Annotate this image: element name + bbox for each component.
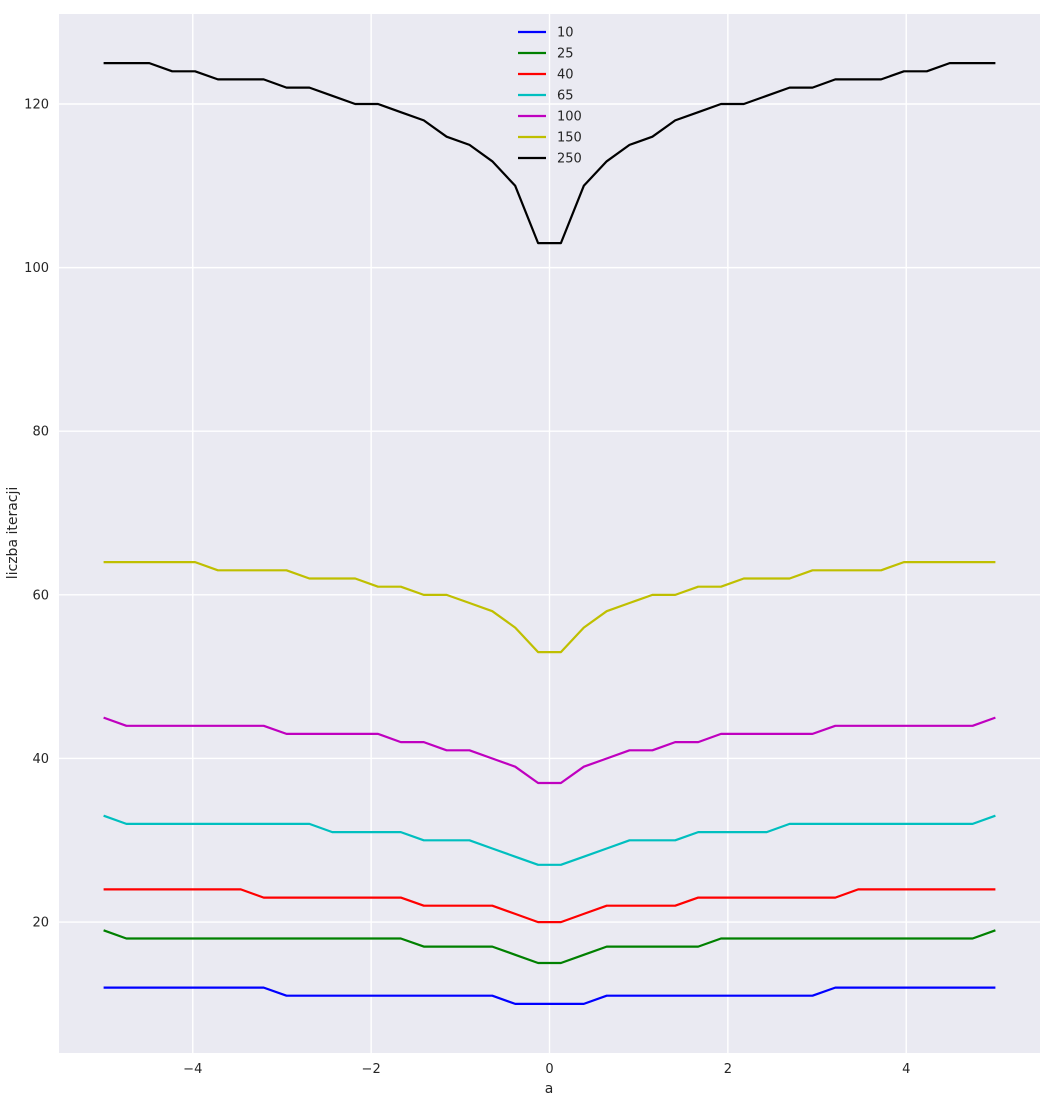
legend-label: 25 bbox=[557, 47, 574, 62]
y-tick-label: 100 bbox=[24, 261, 49, 276]
legend-label: 150 bbox=[557, 131, 582, 146]
series-line-25 bbox=[103, 929, 996, 965]
grid bbox=[59, 14, 1040, 1053]
y-tick-label: 120 bbox=[24, 97, 49, 112]
x-tick-label: −4 bbox=[183, 1062, 202, 1077]
legend-label: 40 bbox=[557, 68, 574, 83]
series-line-100 bbox=[103, 716, 996, 785]
y-axis-label: liczba iteracji bbox=[5, 487, 21, 580]
series-line-65 bbox=[103, 814, 996, 866]
x-axis-label: a bbox=[545, 1081, 554, 1097]
series-line-40 bbox=[103, 888, 996, 924]
legend-label: 65 bbox=[557, 89, 574, 104]
series-line-150 bbox=[103, 560, 996, 654]
y-tick-label: 60 bbox=[32, 588, 49, 603]
x-tick-label: 0 bbox=[545, 1062, 553, 1077]
x-tick-label: 4 bbox=[902, 1062, 910, 1077]
series-line-10 bbox=[103, 986, 996, 1006]
series-lines bbox=[103, 61, 996, 1006]
y-tick-label: 20 bbox=[32, 916, 49, 931]
x-tick-label: 2 bbox=[724, 1062, 732, 1077]
y-tick-label: 80 bbox=[32, 425, 49, 440]
legend-label: 10 bbox=[557, 26, 574, 41]
legend-label: 100 bbox=[557, 110, 582, 125]
legend-label: 250 bbox=[557, 152, 582, 167]
y-tick-labels: 20 40 60 80 100 120 bbox=[24, 97, 49, 930]
legend: 10 25 40 65 100 150 250 bbox=[518, 26, 582, 167]
y-tick-label: 40 bbox=[32, 752, 49, 767]
series-line-250 bbox=[103, 61, 996, 245]
x-tick-labels: −4 −2 0 2 4 bbox=[183, 1062, 910, 1077]
x-tick-label: −2 bbox=[362, 1062, 381, 1077]
